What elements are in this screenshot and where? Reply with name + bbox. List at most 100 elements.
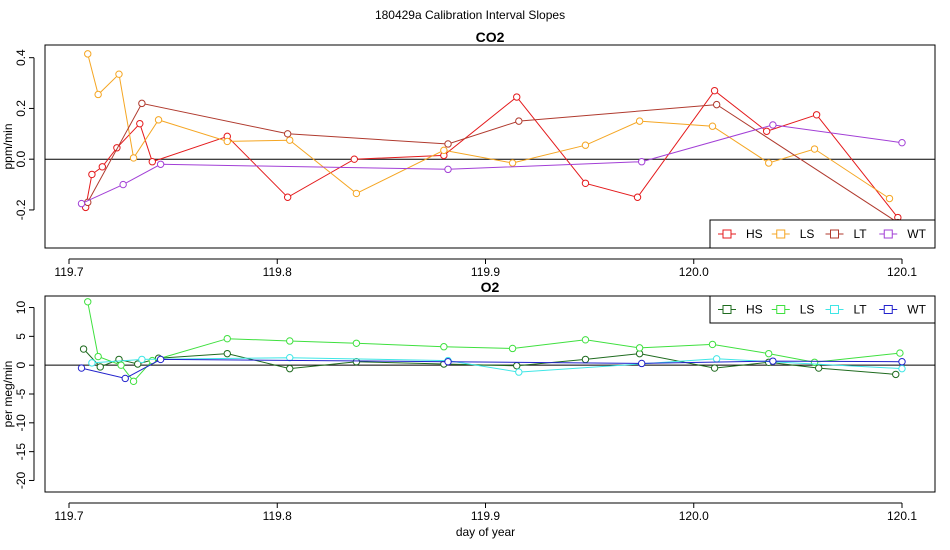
o2-hs-point [79, 345, 88, 353]
co2-legend-lt-label: LT [854, 227, 868, 241]
co2-lt-point [283, 130, 292, 138]
o2-hs-point [581, 355, 590, 364]
co2-wt-point [769, 121, 777, 129]
o2-lt-point [898, 364, 906, 373]
co2-wt-point [637, 158, 646, 166]
co2-y-tick-label: 0.2 [14, 100, 28, 117]
o2-lt-point [712, 355, 721, 363]
co2-wt-point [77, 199, 86, 208]
co2-ls-point [115, 70, 123, 78]
co2-ls-point [635, 117, 644, 125]
co2-hs-point [148, 158, 157, 166]
o2-x-tick-label: 120.0 [679, 509, 709, 523]
o2-x-tick-label: 119.7 [54, 509, 83, 523]
co2-hs-point [350, 155, 359, 163]
o2-x-tick-label: 120.1 [887, 509, 917, 523]
co2-panel: CO2 119.7 119.8 119.9 120.0 120.1 -0.2 0.0 0.2 0.… [1, 29, 936, 279]
co2-hs-series-line [85, 89, 899, 218]
o2-wt-point [121, 374, 129, 383]
o2-ls-point [896, 349, 904, 357]
co2-legend-lt-swatch-marker [830, 229, 839, 239]
o2-ls-point [286, 337, 294, 345]
o2-wt-point [637, 359, 646, 368]
co2-y-tick-label: 0.4 [14, 49, 28, 66]
co2-title: CO2 [476, 29, 505, 45]
o2-legend [709, 295, 936, 324]
co2-wt-point [898, 138, 906, 147]
o2-legend-hs-label: HS [746, 303, 763, 317]
o2-y-tick-label: 5 [14, 333, 28, 340]
o2-hs-point [286, 364, 294, 373]
o2-ls-point [84, 298, 92, 306]
o2-x-tick-label: 119.9 [471, 509, 500, 523]
o2-legend-wt-label: WT [907, 303, 926, 317]
co2-x-tick-label: 120.0 [679, 265, 709, 279]
o2-ls-point [635, 344, 644, 352]
o2-ls-point [440, 343, 448, 351]
o2-panel: O2 119.7 119.8 119.9 120.0 120.1 day of year -2… [1, 279, 936, 539]
o2-y-axis-label: per meg/min [1, 361, 15, 428]
o2-wt-point [156, 355, 165, 364]
o2-hs-point [352, 358, 361, 366]
o2-wt-point [444, 358, 452, 366]
co2-ls-point [508, 159, 517, 167]
o2-legend-lt-label: LT [854, 303, 868, 317]
co2-lt-point [515, 117, 523, 125]
o2-plot-frame [44, 295, 936, 493]
co2-hs-point [812, 111, 821, 119]
co2-x-tick-label: 120.1 [887, 265, 917, 279]
co2-hs-point [581, 179, 590, 187]
o2-ls-point [94, 352, 102, 361]
co2-x-tick-label: 119.7 [54, 265, 83, 279]
co2-hs-point [710, 86, 719, 95]
co2-ls-point [223, 137, 231, 146]
o2-lt-point [515, 368, 523, 376]
o2-legend-lt-swatch-marker [830, 305, 839, 314]
o2-ls-point [223, 334, 231, 343]
o2-hs-point [710, 364, 719, 372]
co2-y-tick-label: 0.0 [14, 151, 28, 168]
co2-ls-point [129, 154, 138, 162]
o2-legend-wt-swatch-marker [883, 305, 893, 314]
o2-ls-point [117, 361, 125, 369]
co2-hs-point [283, 193, 292, 201]
co2-hs-point [88, 170, 96, 179]
co2-ls-point [708, 122, 717, 130]
co2-legend-wt-label: WT [907, 227, 926, 241]
figure-title: 180429a Calibration Interval Slopes [375, 8, 565, 22]
o2-hs-point [513, 362, 521, 370]
co2-ls-point [765, 159, 773, 167]
co2-lt-point [712, 100, 721, 109]
co2-legend-wt-swatch-marker [883, 229, 893, 239]
co2-wt-series-line [81, 124, 903, 205]
o2-x-tick-label: 119.8 [263, 509, 292, 523]
co2-legend-ls-swatch-marker [776, 229, 786, 239]
o2-wt-point [769, 357, 777, 365]
co2-hs-point [762, 127, 771, 135]
o2-y-tick-label: 0 [14, 362, 28, 369]
o2-lt-point [138, 355, 146, 364]
co2-legend [709, 219, 936, 249]
co2-ls-point [440, 146, 448, 155]
co2-hs-point [136, 119, 144, 128]
o2-hs-point [134, 360, 142, 368]
o2-wt-point [898, 358, 906, 366]
co2-ls-point [810, 145, 819, 153]
o2-legend-ls-label: LS [800, 303, 815, 317]
co2-y-axis-label: ppm/min [1, 123, 15, 169]
o2-x-axis-label: day of year [456, 525, 515, 539]
co2-hs-point [98, 163, 107, 171]
o2-legend-ls-swatch-marker [776, 305, 786, 314]
co2-legend-hs-swatch-marker [722, 229, 732, 239]
co2-wt-point [156, 160, 165, 168]
o2-ls-point [581, 336, 590, 344]
co2-ls-point [581, 141, 590, 149]
o2-ls-point [765, 349, 773, 358]
o2-y-tick-label: -5 [14, 388, 28, 399]
co2-plot-frame [44, 44, 936, 249]
co2-hs-point [513, 93, 521, 101]
co2-lt-point [138, 99, 146, 108]
co2-ls-series-line [87, 53, 890, 199]
co2-lt-point [444, 140, 452, 148]
o2-y-tick-label: -15 [14, 443, 28, 461]
